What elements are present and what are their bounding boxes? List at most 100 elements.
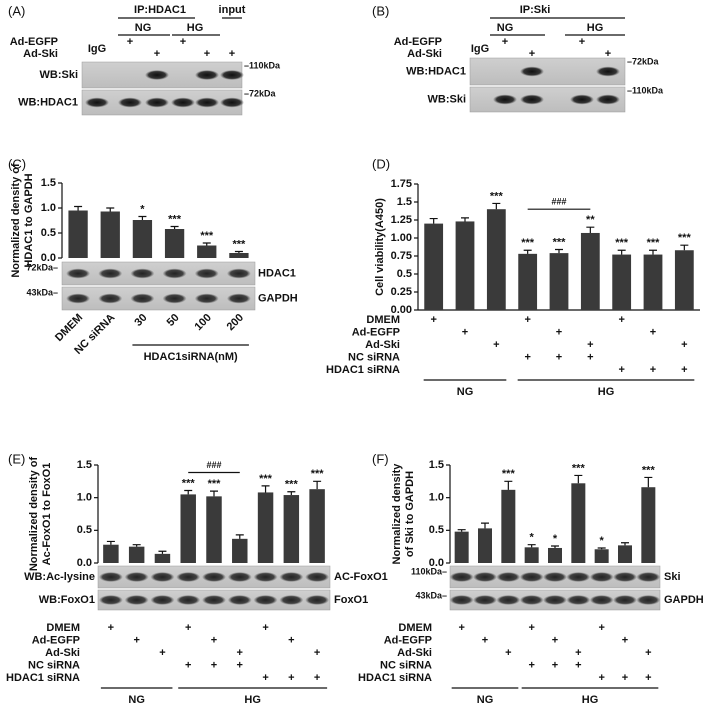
plus: + [681,364,687,376]
significance: *** [490,190,504,202]
bar [309,489,325,563]
blot-band [589,595,614,605]
condition-label: NC siRNA [348,351,400,363]
plus: + [645,672,651,684]
plus: + [108,622,114,634]
blot-band [171,97,195,108]
plus: + [575,647,581,659]
y-tick-label: 1.75 [391,178,412,190]
bar [580,232,600,310]
plus: + [622,634,628,646]
plus: + [579,36,585,48]
blot-band [519,595,544,605]
bar [206,496,222,563]
error-bar [551,545,559,548]
error-bar [170,225,179,229]
condition-label: HDAC1 siRNA [358,672,432,684]
group-label: HDAC1siRNA(nM) [144,351,238,363]
blot-right-label: GAPDH [258,292,298,304]
bar [454,531,469,563]
y-tick-label: 1.0 [429,492,444,504]
error-bar [261,485,270,493]
condition-label: DMEM [46,622,80,634]
error-bar [106,207,115,212]
significance: *** [553,236,567,248]
error-bar [586,226,595,233]
blot-band [124,595,149,605]
blot-right-label: Ski [664,571,681,583]
blot-left-label: 72kDa– [26,262,58,272]
blot-right-label: GAPDH [664,594,704,606]
bar [257,492,274,563]
error-bar [138,215,147,220]
condition-label: HDAC1 siRNA [6,672,80,684]
y-tick-label: 1.5 [77,459,92,471]
significance: *** [311,468,325,480]
panel-label: (B) [372,3,389,18]
significance: * [553,533,558,545]
condition-label: Ad-EGFP [32,634,80,646]
plus: + [605,48,611,60]
condition-label: DMEM [366,314,400,326]
blot-band [519,572,544,582]
blot-band [145,97,169,108]
plus: + [505,647,511,659]
blot-band [226,293,251,304]
bar [478,528,492,563]
y-axis-label: of Ski to GAPDH [404,471,416,557]
significance: *** [521,237,535,249]
significance: ** [586,214,595,226]
plus: + [180,36,186,48]
error-bar [313,480,322,490]
group-label: HG [582,694,599,706]
plus: + [211,634,217,646]
group-label: NG [457,386,474,398]
error-bar [457,529,466,532]
significance: *** [182,477,196,489]
condition-label: Ad-Ski [365,339,400,351]
plus: + [237,659,243,671]
bracket-label: ### [206,460,221,470]
plus: + [650,326,656,338]
significance: * [600,535,605,547]
blot-band [98,595,123,605]
row-label: Ad-EGFP [394,36,442,48]
condition-label: HDAC1 siRNA [326,364,400,376]
blot-strip [61,286,256,311]
plus: + [556,351,562,363]
blot-band [449,595,474,605]
plus: + [528,622,534,634]
significance: *** [208,478,222,490]
bar [154,553,171,563]
plus: + [482,634,488,646]
blot-band [305,572,330,582]
error-bar [235,534,244,539]
bar [501,489,516,563]
error-bar [287,491,296,496]
blot-band [473,572,497,582]
y-tick-label: 0.00 [391,304,412,316]
blot-band [130,293,155,304]
plus: + [529,48,535,60]
blot-band [570,94,594,105]
error-bar [429,217,438,224]
blot-band [124,572,149,582]
y-tick-label: 1.5 [41,177,56,189]
error-bar [504,480,513,490]
y-tick-label: 1.25 [391,214,412,226]
plus: + [552,659,558,671]
blot-band [279,595,304,605]
wb-label: WB:Ski [40,69,79,81]
blot-right-label: AC-FoxO1 [334,571,388,583]
blot-band [543,572,567,582]
error-bar [523,249,532,254]
wb-label: WB:HDAC1 [406,65,466,77]
bar [618,545,632,563]
error-bar [597,547,606,550]
error-bar [527,544,536,548]
y-tick-label: 1.00 [391,232,412,244]
condition-label: Ad-Ski [397,647,432,659]
input-label: input [219,4,246,16]
group-label: NG [135,22,152,34]
plus: + [314,647,320,659]
